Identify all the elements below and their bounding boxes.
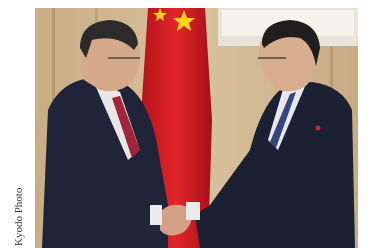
photo-credit: Kyodo Photo: [13, 187, 25, 246]
photo: [35, 8, 358, 248]
page: Kyodo Photo: [0, 0, 383, 248]
